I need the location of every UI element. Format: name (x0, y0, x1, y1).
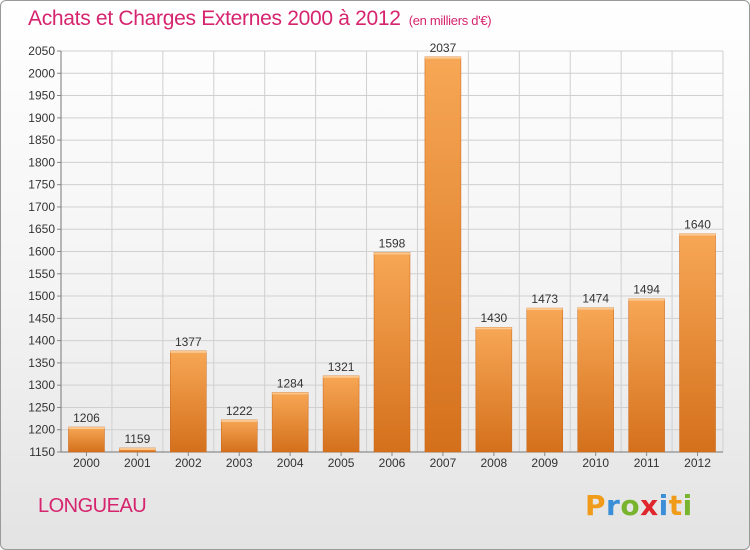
axis-layer: 1150 1200 1250 1300 1350 1400 1450 1500 1550 1600… (28, 44, 723, 470)
bar-value-label: 1222 (226, 404, 253, 418)
bar (526, 307, 564, 453)
bar-value-label: 1598 (379, 236, 406, 250)
bar-value-label: 1473 (531, 292, 558, 306)
y-tick-label: 1450 (28, 311, 55, 325)
bar-value-label: 1494 (633, 283, 660, 297)
bar (271, 392, 309, 453)
bar-value-label: 1474 (582, 292, 609, 306)
bar-highlight (374, 252, 410, 255)
bar-highlight (475, 327, 512, 330)
bar (373, 252, 411, 453)
bar-value-label: 1430 (480, 311, 507, 325)
x-tick-label: 2001 (124, 456, 151, 470)
y-tick-label: 1600 (28, 245, 55, 259)
bar-highlight (628, 298, 665, 301)
y-tick-label: 1200 (28, 423, 55, 437)
y-tick-label: 1950 (28, 89, 55, 103)
y-tick-label: 2050 (28, 44, 55, 58)
chart-title-text: Achats et Charges Externes 2000 à 2012 (28, 7, 401, 30)
y-tick-label: 1650 (28, 222, 55, 236)
x-tick-label: 2008 (480, 456, 507, 470)
y-tick-label: 1350 (28, 356, 55, 370)
bar (68, 426, 105, 453)
bar-highlight (577, 307, 614, 310)
x-tick-label: 2009 (531, 456, 558, 470)
bar-highlight (170, 350, 207, 353)
y-tick-label: 1800 (28, 155, 55, 169)
x-tick-label: 2007 (430, 456, 457, 470)
chart-title: Achats et Charges Externes 2000 à 2012 (e… (28, 7, 492, 31)
label-layer: 1206 1159 1377 1222 1284 1321 1598 2037 1430 1473… (73, 41, 711, 446)
bar-highlight (679, 233, 716, 236)
y-tick-label: 1250 (28, 400, 55, 414)
bar-highlight (272, 392, 309, 395)
bar (424, 56, 462, 453)
bar-value-label: 1640 (684, 218, 711, 232)
bar-value-label: 1284 (277, 376, 304, 390)
x-tick-label: 2005 (328, 456, 355, 470)
bar-value-label: 1377 (175, 335, 202, 349)
bar-highlight (323, 375, 360, 378)
y-tick-label: 1750 (28, 178, 55, 192)
bar (628, 298, 665, 453)
y-tick-label: 2000 (28, 66, 55, 80)
bar (322, 375, 360, 453)
bar-highlight (119, 447, 156, 450)
y-tick-label: 1400 (28, 334, 55, 348)
y-tick-label: 1150 (29, 445, 55, 459)
y-tick-label: 1300 (28, 378, 55, 392)
proxiti-logo[interactable]: Proxiti (585, 489, 693, 522)
bar-highlight (68, 427, 105, 430)
bar-highlight (221, 419, 258, 422)
y-tick-label: 1500 (28, 289, 55, 303)
y-tick-label: 1700 (28, 200, 55, 214)
bar (475, 326, 513, 453)
chart-unit: (en milliers d'€) (408, 13, 492, 28)
x-tick-label: 2003 (226, 456, 253, 470)
y-tick-label: 1550 (28, 267, 55, 281)
bar (220, 419, 258, 453)
bar-highlight (424, 56, 461, 59)
bar-layer (68, 56, 716, 453)
bar-value-label: 1206 (73, 411, 100, 425)
location-name: LONGUEAU (38, 495, 147, 517)
bar (170, 350, 207, 453)
y-tick-label: 1900 (28, 111, 55, 125)
x-tick-label: 2012 (684, 456, 711, 470)
x-tick-label: 2002 (175, 456, 202, 470)
x-tick-label: 2006 (379, 456, 406, 470)
x-tick-label: 2011 (634, 456, 660, 470)
bar-value-label: 1321 (328, 360, 355, 374)
bar-value-label: 2037 (430, 41, 457, 55)
x-tick-label: 2004 (277, 456, 304, 470)
bar (577, 307, 614, 453)
bar (679, 233, 716, 453)
x-tick-label: 2010 (582, 456, 609, 470)
bar-value-label: 1159 (124, 432, 150, 446)
y-tick-label: 1850 (28, 133, 55, 147)
bar-highlight (526, 308, 563, 311)
x-tick-label: 2000 (73, 456, 100, 470)
